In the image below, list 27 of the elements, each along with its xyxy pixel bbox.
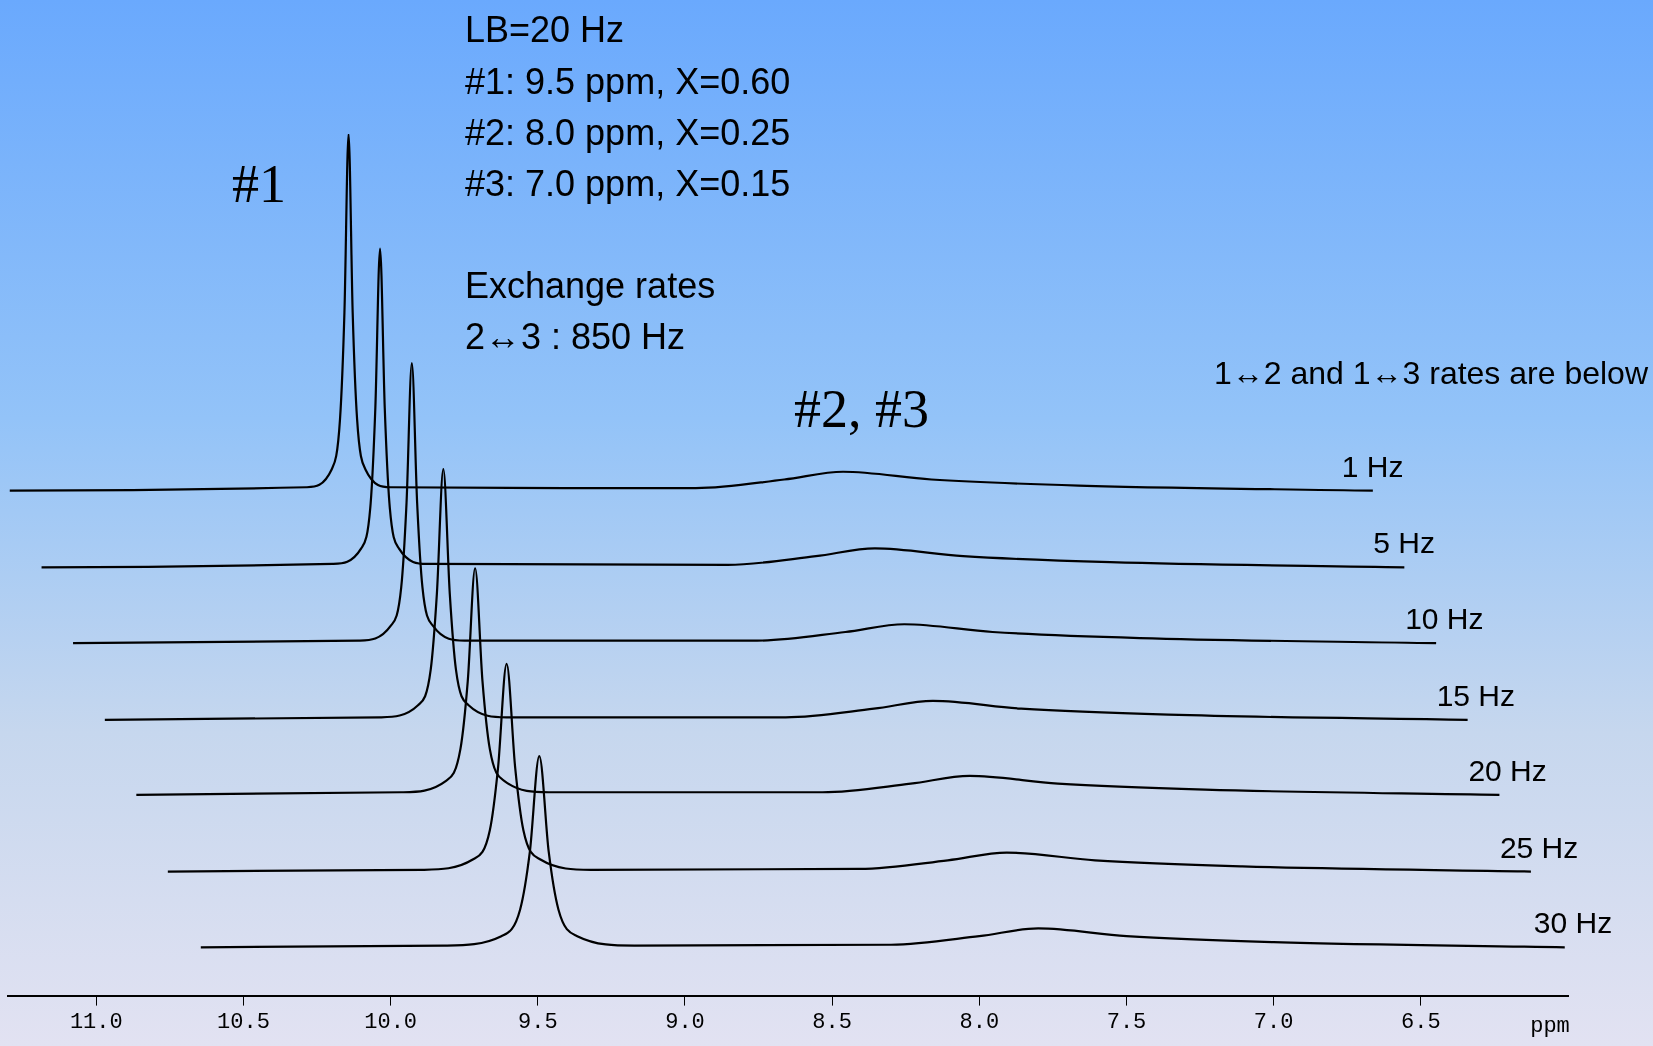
x-tick-label: 10.5 (217, 1009, 270, 1035)
x-tick-label: 7.0 (1253, 1009, 1294, 1035)
x-tick-label: 7.5 (1106, 1009, 1147, 1035)
x-tick-label: 9.0 (665, 1009, 705, 1035)
x-axis-title: ppm (1530, 1014, 1570, 1040)
annotation: #3: 7.0 ppm, X=0.15 (465, 163, 791, 204)
x-tick-label: 9.5 (518, 1009, 558, 1035)
series-label: 30 Hz (1533, 906, 1613, 940)
x-tick-label: 6.5 (1401, 1009, 1441, 1035)
x-tick-label: 8.5 (812, 1009, 852, 1035)
series-label: 1 Hz (1341, 449, 1404, 483)
annotation: Exchange rates (465, 265, 716, 306)
text: #1: 9.5 ppm, X=0.60 (465, 61, 791, 102)
annotation: #1 (232, 154, 286, 214)
annotation: 1↔2 and 1↔3 rates are below (1213, 355, 1649, 391)
series-label: 15 Hz (1436, 678, 1516, 712)
x-tick-label: 10.0 (364, 1009, 418, 1035)
series-label: 25 Hz (1499, 830, 1579, 864)
series-label: 10 Hz (1405, 602, 1484, 636)
series-label: 20 Hz (1468, 753, 1547, 787)
annotation: 2↔3 : 850 Hz (465, 316, 686, 357)
annotation: #2: 8.0 ppm, X=0.25 (465, 112, 791, 153)
x-tick-label: 8.0 (959, 1009, 1000, 1035)
series-label: 5 Hz (1373, 526, 1436, 560)
annotation: #2, #3 (794, 379, 929, 439)
text: LB=20 Hz (465, 9, 625, 50)
x-tick-label: 11.0 (69, 1009, 123, 1035)
